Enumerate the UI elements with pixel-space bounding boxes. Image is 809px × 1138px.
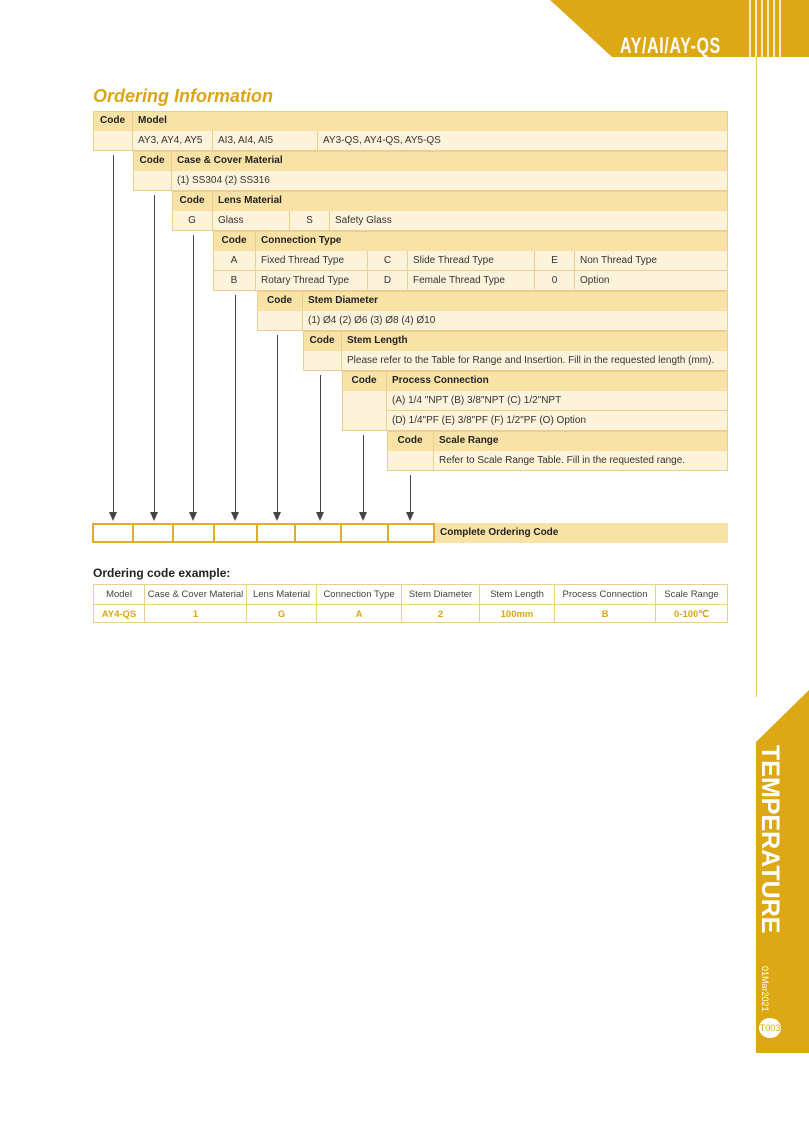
lens-header: Lens Material bbox=[213, 191, 728, 211]
code-box-lens bbox=[172, 523, 215, 543]
arrow-down-icon bbox=[231, 512, 239, 521]
process-options: (A) 1/4 "NPT (B) 3/8"NPT (C) 1/2"NPT bbox=[387, 391, 728, 411]
model-option: AY3, AY4, AY5 bbox=[133, 131, 213, 151]
code-box-stem-length bbox=[294, 523, 342, 543]
connection-header: Connection Type bbox=[256, 231, 728, 251]
code-header: Code bbox=[93, 111, 133, 131]
process-options: (D) 1/4"PF (E) 3/8"PF (F) 1/2"PF (O) Opt… bbox=[387, 411, 728, 431]
code-box-scale bbox=[387, 523, 435, 543]
lens-code: S bbox=[290, 211, 330, 231]
model-option: AY3-QS, AY4-QS, AY5-QS bbox=[318, 131, 728, 151]
example-header-cell: Lens Material bbox=[247, 585, 317, 604]
arrow-line bbox=[363, 435, 364, 513]
example-header-cell: Process Connection bbox=[555, 585, 656, 604]
connection-code: E bbox=[535, 251, 575, 271]
lens-code: G bbox=[172, 211, 213, 231]
example-header-cell: Scale Range bbox=[656, 585, 728, 604]
lens-label: Safety Glass bbox=[330, 211, 728, 231]
connection-code: 0 bbox=[535, 271, 575, 291]
code-header: Code bbox=[387, 431, 434, 451]
arrow-line bbox=[235, 295, 236, 513]
stem-length-note: Please refer to the Table for Range and … bbox=[342, 351, 728, 371]
example-value-cell: G bbox=[247, 605, 317, 623]
model-option: AI3, AI4, AI5 bbox=[213, 131, 318, 151]
example-value-cell: AY4-QS bbox=[94, 605, 145, 623]
arrow-down-icon bbox=[109, 512, 117, 521]
example-header-cell: Model bbox=[94, 585, 145, 604]
header-banner bbox=[550, 0, 809, 57]
stem-diameter-options: (1) Ø4 (2) Ø6 (3) Ø8 (4) Ø10 bbox=[303, 311, 728, 331]
arrow-down-icon bbox=[273, 512, 281, 521]
code-header: Code bbox=[303, 331, 342, 351]
code-box-model bbox=[92, 523, 134, 543]
example-header-cell: Case & Cover Material bbox=[145, 585, 247, 604]
example-value-cell: 1 bbox=[145, 605, 247, 623]
side-rule bbox=[756, 57, 757, 697]
arrow-line bbox=[410, 475, 411, 513]
example-header-cell: Connection Type bbox=[317, 585, 402, 604]
code-cell bbox=[303, 351, 342, 371]
arrow-down-icon bbox=[359, 512, 367, 521]
arrow-down-icon bbox=[189, 512, 197, 521]
code-header: Code bbox=[133, 151, 172, 171]
section-title: Ordering Information bbox=[93, 86, 273, 106]
code-header: Code bbox=[342, 371, 387, 391]
complete-code-label: Complete Ordering Code bbox=[435, 523, 728, 543]
scale-note: Refer to Scale Range Table. Fill in the … bbox=[434, 451, 728, 471]
example-title: Ordering code example: bbox=[93, 566, 231, 580]
code-cell bbox=[133, 171, 172, 191]
code-box-process bbox=[340, 523, 389, 543]
code-box-connection bbox=[213, 523, 258, 543]
model-header: Model bbox=[133, 111, 728, 131]
code-box-case bbox=[132, 523, 174, 543]
scale-header: Scale Range bbox=[434, 431, 728, 451]
connection-label: Female Thread Type bbox=[408, 271, 535, 291]
example-header-cell: Stem Length bbox=[480, 585, 555, 604]
example-value-cell: 0-100℃ bbox=[656, 605, 728, 623]
example-value-cell: A bbox=[317, 605, 402, 623]
connection-label: Rotary Thread Type bbox=[256, 271, 368, 291]
example-table: Model Case & Cover Material Lens Material C… bbox=[93, 584, 728, 623]
connection-label: Non Thread Type bbox=[575, 251, 728, 271]
code-box-stem-diameter bbox=[256, 523, 296, 543]
arrow-line bbox=[113, 155, 114, 513]
code-header: Code bbox=[172, 191, 213, 211]
stem-diameter-header: Stem Diameter bbox=[303, 291, 728, 311]
connection-label: Fixed Thread Type bbox=[256, 251, 368, 271]
example-header-cell: Stem Diameter bbox=[402, 585, 480, 604]
connection-code: B bbox=[213, 271, 256, 291]
case-options: (1) SS304 (2) SS316 bbox=[172, 171, 728, 191]
arrow-line bbox=[193, 235, 194, 513]
code-cell bbox=[257, 311, 303, 331]
example-value-cell: 100mm bbox=[480, 605, 555, 623]
page-number: T003 bbox=[759, 1018, 781, 1038]
arrow-down-icon bbox=[406, 512, 414, 521]
connection-code: D bbox=[368, 271, 408, 291]
connection-label: Option bbox=[575, 271, 728, 291]
code-header: Code bbox=[213, 231, 256, 251]
lens-label: Glass bbox=[213, 211, 290, 231]
arrow-down-icon bbox=[150, 512, 158, 521]
connection-label: Slide Thread Type bbox=[408, 251, 535, 271]
arrow-line bbox=[277, 335, 278, 513]
banner-title: AY/AI/AY-QS bbox=[620, 33, 721, 58]
side-tab bbox=[756, 690, 809, 1053]
process-header: Process Connection bbox=[387, 371, 728, 391]
side-category: TEMPERATURE bbox=[756, 745, 784, 934]
code-cell bbox=[93, 131, 133, 151]
stem-length-header: Stem Length bbox=[342, 331, 728, 351]
connection-code: C bbox=[368, 251, 408, 271]
case-header: Case & Cover Material bbox=[172, 151, 728, 171]
arrow-line bbox=[320, 375, 321, 513]
date-label: 01Mar2021 bbox=[760, 966, 770, 1012]
code-cell bbox=[342, 391, 387, 431]
code-cell bbox=[387, 451, 434, 471]
example-value-cell: B bbox=[555, 605, 656, 623]
arrow-line bbox=[154, 195, 155, 513]
arrow-down-icon bbox=[316, 512, 324, 521]
example-value-cell: 2 bbox=[402, 605, 480, 623]
code-header: Code bbox=[257, 291, 303, 311]
connection-code: A bbox=[230, 255, 238, 266]
